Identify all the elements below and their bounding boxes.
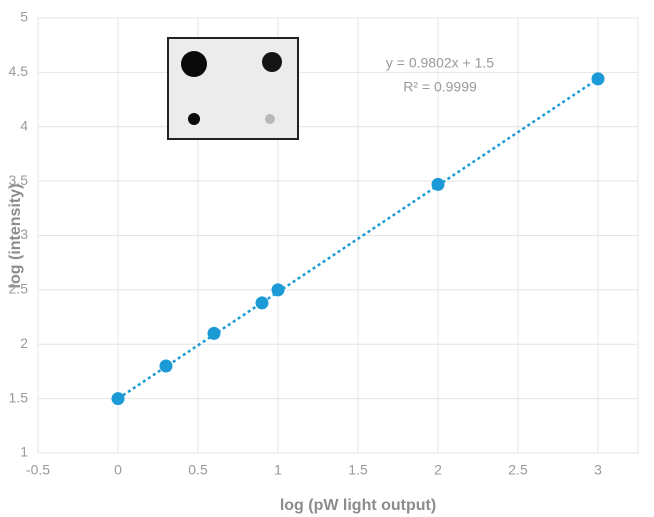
blot-image bbox=[168, 38, 298, 139]
x-tick-label: 1.5 bbox=[348, 462, 368, 478]
data-point bbox=[432, 178, 445, 191]
y-tick-label: 5 bbox=[20, 9, 28, 25]
y-tick-label: 2 bbox=[20, 335, 28, 351]
x-tick-label: 0 bbox=[114, 462, 122, 478]
chart: log (pW light output) log (intensity) 11… bbox=[0, 0, 654, 517]
x-tick-label: -0.5 bbox=[26, 462, 50, 478]
y-tick-label: 1.5 bbox=[9, 389, 29, 405]
trendline-r-squared: R² = 0.9999 bbox=[403, 79, 477, 95]
y-tick-label: 4.5 bbox=[9, 63, 29, 79]
data-point bbox=[112, 392, 125, 405]
x-tick-label: 3 bbox=[594, 462, 602, 478]
data-point bbox=[160, 360, 173, 373]
y-tick-label: 3 bbox=[20, 226, 28, 242]
y-tick-label: 1 bbox=[20, 444, 28, 460]
x-tick-label: 0.5 bbox=[188, 462, 208, 478]
x-axis-title: log (pW light output) bbox=[280, 497, 436, 514]
trendline-equation: y = 0.9802x + 1.5 bbox=[386, 55, 494, 71]
data-point bbox=[272, 283, 285, 296]
y-tick-label: 3.5 bbox=[9, 172, 29, 188]
x-tick-label: 2.5 bbox=[508, 462, 528, 478]
x-tick-label: 1 bbox=[274, 462, 282, 478]
data-point bbox=[592, 72, 605, 85]
data-point bbox=[208, 327, 221, 340]
x-tick-label: 2 bbox=[434, 462, 442, 478]
y-tick-label: 4 bbox=[20, 117, 28, 133]
y-tick-label: 2.5 bbox=[9, 281, 29, 297]
page: log (pW light output) log (intensity) 11… bbox=[0, 0, 654, 517]
data-point bbox=[256, 296, 269, 309]
